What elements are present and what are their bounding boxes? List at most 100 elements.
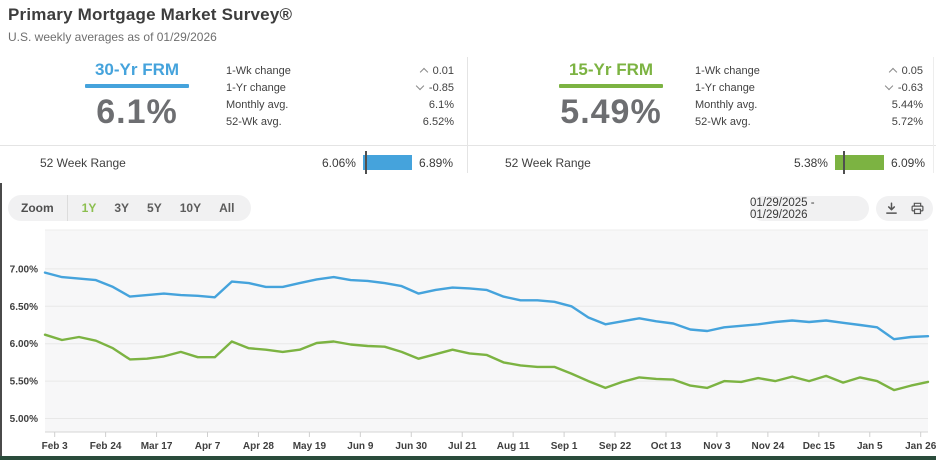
zoom-button-all[interactable]: All (210, 201, 243, 215)
y-axis-label: 6.00% (10, 339, 38, 350)
up-caret-icon (888, 67, 897, 77)
x-axis-label: Aug 11 (497, 441, 530, 452)
product-underline (559, 84, 663, 88)
product-30yr: 30-Yr FRM 6.1% (62, 60, 212, 129)
stats-table-30yr: 1-Wk change 0.01 1-Yr change -0.85 Monthly a… (226, 62, 454, 130)
header: Primary Mortgage Market Survey® U.S. wee… (8, 5, 292, 44)
left-frame-edge (0, 183, 2, 456)
stat-row: 52-Wk avg. 5.72% (695, 113, 923, 130)
down-caret-icon (884, 81, 894, 91)
x-axis-label: Oct 13 (651, 441, 682, 452)
stat-value: 0.05 (888, 65, 923, 77)
product-name: 30-Yr FRM (94, 60, 180, 79)
x-axis-label: Nov 3 (703, 441, 731, 452)
stat-label: Monthly avg. (695, 98, 758, 111)
range-30yr: 52 Week Range 6.06% 6.89% (0, 146, 467, 179)
range-current-marker (842, 151, 845, 174)
product-15yr: 15-Yr FRM 5.49% (536, 60, 686, 129)
range-max-value: 6.09% (890, 155, 925, 170)
stat-row: 52-Wk avg. 6.52% (226, 113, 454, 130)
x-axis-label: Sep 1 (551, 441, 578, 452)
series-line-15-yr-frm (43, 333, 930, 392)
stat-label: 52-Wk avg. (695, 115, 751, 128)
zoom-range-selector: Zoom 1Y 3Y 5Y 10Y All (8, 195, 252, 221)
x-axis-label: Apr 7 (195, 441, 221, 452)
current-rate-30yr: 6.1% (96, 93, 178, 131)
stat-row: Monthly avg. 6.1% (226, 96, 454, 113)
panel-15yr-frm: 15-Yr FRM 5.49% 1-Wk change 0.05 1-Yr chan… (468, 56, 936, 144)
right-edge-line (933, 57, 934, 173)
series-line-30-yr-frm (43, 271, 930, 341)
stat-value: 6.52% (422, 115, 454, 128)
range-bar (834, 151, 884, 174)
x-axis-label: Jan 5 (857, 441, 883, 452)
range-label: 52 Week Range (505, 155, 591, 170)
stat-label: 1-Wk change (226, 64, 291, 77)
x-axis-label: Jun 9 (347, 441, 374, 452)
stat-label: 1-Yr change (226, 81, 286, 94)
page-title: Primary Mortgage Market Survey® (8, 5, 293, 24)
stat-value: -0.63 (884, 81, 923, 94)
download-icon[interactable] (885, 202, 898, 215)
stat-row: 1-Wk change 0.05 (695, 62, 923, 79)
x-axis-label: Jan 26 (905, 441, 936, 452)
x-axis-label: Sep 22 (599, 441, 632, 452)
panel-30yr-frm: 30-Yr FRM 6.1% 1-Wk change 0.01 1-Yr chang… (0, 56, 467, 144)
range-max-value: 6.89% (418, 155, 453, 170)
range-label: 52 Week Range (40, 155, 126, 170)
stat-row: 1-Yr change -0.63 (695, 79, 923, 96)
stat-row: 1-Wk change 0.01 (226, 62, 454, 79)
zoom-label: Zoom (21, 201, 54, 215)
zoom-button-3y[interactable]: 3Y (105, 201, 138, 215)
product-underline (85, 84, 189, 88)
up-caret-icon (419, 67, 428, 77)
x-axis-label: Feb 3 (42, 441, 69, 452)
x-axis-label: Dec 15 (803, 441, 836, 452)
stat-row: Monthly avg. 5.44% (695, 96, 923, 113)
range-15yr: 52 Week Range 5.38% 6.09% (467, 146, 936, 179)
range-bar (362, 151, 412, 174)
x-axis-label: Apr 28 (243, 441, 275, 452)
y-axis-label: 6.50% (10, 302, 38, 313)
page-subtitle: U.S. weekly averages as of 01/29/2026 (8, 30, 217, 44)
x-axis-label: Jun 30 (395, 441, 427, 452)
chart-actions (876, 196, 933, 221)
zoom-button-10y[interactable]: 10Y (171, 201, 210, 215)
date-range-input[interactable]: 01/29/2025 - 01/29/2026 (750, 196, 869, 221)
stat-label: 1-Wk change (695, 64, 760, 77)
x-axis-label: Nov 24 (751, 441, 784, 452)
chart-svg: 7.00% 6.50% 6.00% 5.50% 5.00% Feb 3 Feb 24 Mar … (10, 229, 936, 452)
range-current-marker (365, 151, 368, 174)
current-rate-15yr: 5.49% (560, 93, 662, 131)
x-axis-label: Feb 24 (90, 441, 122, 452)
zoom-buttons: 1Y 3Y 5Y 10Y All (73, 201, 244, 215)
stat-label: 52-Wk avg. (226, 115, 282, 128)
product-name: 15-Yr FRM (568, 60, 654, 79)
stat-label: 1-Yr change (695, 81, 755, 94)
stat-value: 0.01 (419, 65, 454, 77)
x-axis-label: May 19 (293, 441, 327, 452)
rates-line-chart: 7.00% 6.50% 6.00% 5.50% 5.00% Feb 3 Feb 24 Mar … (0, 225, 936, 456)
zoom-separator (66, 195, 68, 221)
stat-value: 5.44% (891, 98, 923, 111)
stat-label: Monthly avg. (226, 98, 289, 111)
vertical-divider (467, 57, 468, 173)
y-axis-label: 5.50% (10, 377, 38, 388)
range-min-value: 5.38% (793, 155, 828, 170)
stat-value: 6.1% (428, 98, 454, 111)
y-axis-label: 7.00% (10, 264, 38, 275)
y-axis-label: 5.00% (10, 414, 38, 425)
zoom-button-5y[interactable]: 5Y (138, 201, 171, 215)
bottom-frame-edge (0, 456, 936, 460)
chart-plot-area[interactable] (45, 230, 928, 432)
stat-value: -0.85 (415, 82, 454, 94)
stat-value: 5.72% (891, 115, 923, 128)
x-axis-label: Jul 21 (448, 441, 477, 452)
range-row: 52 Week Range 6.06% 6.89% 52 Week Range … (0, 146, 936, 179)
stats-table-15yr: 1-Wk change 0.05 1-Yr change -0.63 Monthly a… (695, 62, 923, 130)
zoom-button-1y[interactable]: 1Y (73, 201, 106, 215)
x-axis-label: Mar 17 (141, 441, 173, 452)
print-icon[interactable] (911, 202, 924, 215)
stat-row: 1-Yr change -0.85 (226, 79, 454, 96)
